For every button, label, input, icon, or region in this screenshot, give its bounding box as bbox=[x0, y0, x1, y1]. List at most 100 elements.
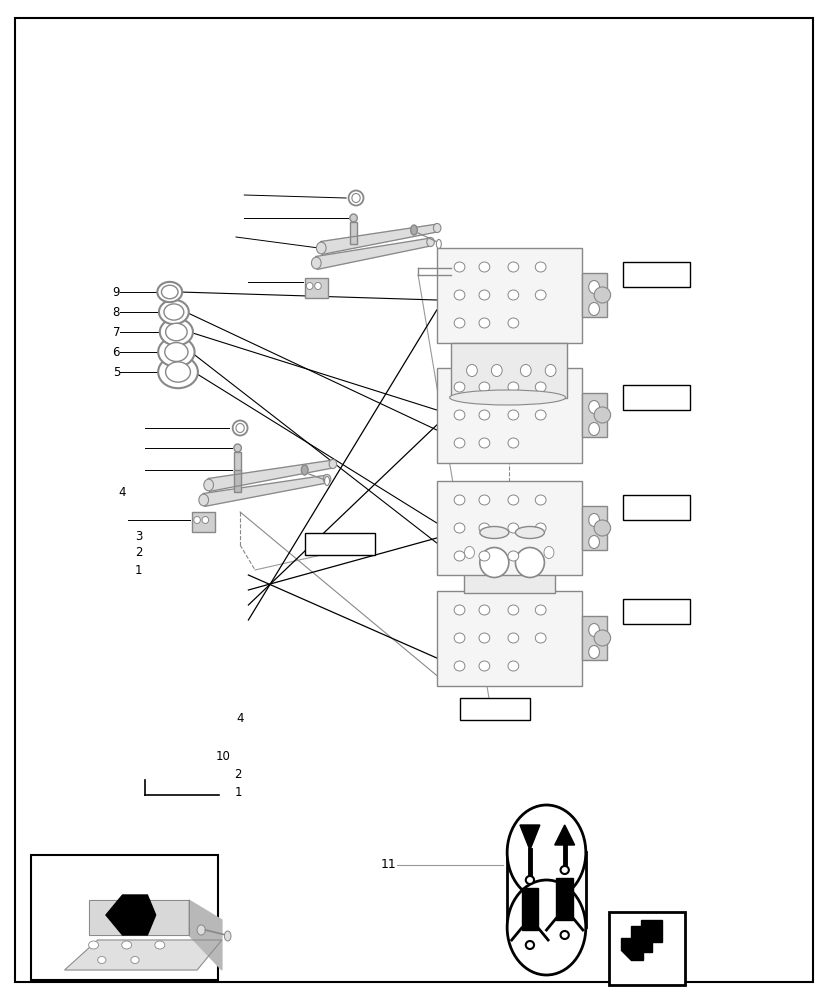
Bar bbox=[623, 495, 689, 520]
Ellipse shape bbox=[479, 548, 508, 578]
Ellipse shape bbox=[588, 536, 599, 548]
Ellipse shape bbox=[453, 495, 464, 505]
Ellipse shape bbox=[594, 407, 609, 423]
Bar bbox=[463, 530, 554, 592]
Bar bbox=[436, 247, 581, 342]
Ellipse shape bbox=[301, 465, 308, 475]
Text: 7: 7 bbox=[112, 326, 120, 338]
Ellipse shape bbox=[98, 956, 106, 963]
Ellipse shape bbox=[165, 343, 188, 361]
Ellipse shape bbox=[490, 365, 501, 377]
Bar bbox=[581, 393, 605, 437]
Ellipse shape bbox=[159, 300, 189, 324]
Ellipse shape bbox=[453, 410, 464, 420]
Text: 8: 8 bbox=[112, 306, 120, 318]
Ellipse shape bbox=[164, 304, 184, 320]
Ellipse shape bbox=[324, 477, 329, 486]
Ellipse shape bbox=[534, 495, 545, 505]
Ellipse shape bbox=[323, 474, 331, 484]
Ellipse shape bbox=[466, 365, 476, 377]
Ellipse shape bbox=[410, 225, 417, 235]
Ellipse shape bbox=[351, 194, 360, 202]
Ellipse shape bbox=[507, 551, 518, 561]
Text: 10: 10 bbox=[215, 750, 230, 764]
Text: 6: 6 bbox=[112, 346, 120, 359]
Ellipse shape bbox=[165, 323, 187, 341]
Ellipse shape bbox=[478, 438, 490, 448]
Ellipse shape bbox=[311, 257, 321, 269]
Ellipse shape bbox=[507, 382, 518, 392]
Text: 1.92.82/8: 1.92.82/8 bbox=[461, 705, 511, 715]
Bar bbox=[350, 222, 356, 244]
Text: 2: 2 bbox=[234, 768, 241, 781]
Ellipse shape bbox=[160, 318, 193, 346]
Ellipse shape bbox=[534, 290, 545, 300]
Ellipse shape bbox=[519, 365, 530, 377]
Ellipse shape bbox=[478, 551, 490, 561]
Ellipse shape bbox=[165, 362, 190, 382]
Ellipse shape bbox=[453, 551, 464, 561]
Bar bbox=[192, 512, 215, 532]
Ellipse shape bbox=[507, 633, 518, 643]
Bar bbox=[451, 342, 566, 397]
Ellipse shape bbox=[453, 633, 464, 643]
Ellipse shape bbox=[507, 661, 518, 671]
Ellipse shape bbox=[436, 239, 441, 248]
Ellipse shape bbox=[588, 624, 599, 637]
Ellipse shape bbox=[453, 290, 464, 300]
Text: PAG. 1: PAG. 1 bbox=[638, 607, 674, 617]
Text: PAG. 1: PAG. 1 bbox=[638, 393, 674, 403]
Ellipse shape bbox=[478, 523, 490, 533]
Bar bbox=[623, 385, 689, 410]
Ellipse shape bbox=[464, 546, 474, 558]
Bar bbox=[234, 470, 241, 492]
Ellipse shape bbox=[525, 941, 533, 949]
Ellipse shape bbox=[507, 290, 518, 300]
Polygon shape bbox=[106, 895, 155, 935]
Ellipse shape bbox=[203, 479, 213, 491]
Ellipse shape bbox=[534, 262, 545, 272]
Bar bbox=[506, 805, 586, 975]
Ellipse shape bbox=[158, 337, 194, 367]
Ellipse shape bbox=[202, 516, 208, 524]
Ellipse shape bbox=[594, 630, 609, 646]
Ellipse shape bbox=[453, 438, 464, 448]
Ellipse shape bbox=[348, 190, 363, 206]
Text: 4: 4 bbox=[118, 486, 126, 498]
Ellipse shape bbox=[449, 390, 565, 405]
Text: 1: 1 bbox=[234, 786, 241, 799]
Bar bbox=[623, 599, 689, 624]
Text: PAG. 1: PAG. 1 bbox=[638, 270, 674, 280]
Ellipse shape bbox=[588, 422, 599, 436]
Ellipse shape bbox=[426, 237, 434, 247]
Ellipse shape bbox=[157, 282, 182, 302]
Ellipse shape bbox=[478, 290, 490, 300]
Ellipse shape bbox=[453, 523, 464, 533]
Bar bbox=[581, 273, 605, 317]
Ellipse shape bbox=[197, 925, 205, 935]
Polygon shape bbox=[620, 920, 662, 960]
Ellipse shape bbox=[478, 410, 490, 420]
Ellipse shape bbox=[316, 242, 326, 254]
Ellipse shape bbox=[453, 318, 464, 328]
Ellipse shape bbox=[507, 318, 518, 328]
Ellipse shape bbox=[594, 520, 609, 536]
Ellipse shape bbox=[328, 459, 337, 469]
Ellipse shape bbox=[131, 956, 139, 963]
Ellipse shape bbox=[588, 280, 599, 294]
Polygon shape bbox=[65, 940, 222, 970]
Bar bbox=[234, 452, 241, 474]
Bar bbox=[31, 855, 218, 980]
Polygon shape bbox=[189, 900, 222, 970]
Ellipse shape bbox=[478, 262, 490, 272]
Text: PAG. 1: PAG. 1 bbox=[638, 503, 674, 513]
Ellipse shape bbox=[478, 605, 490, 615]
Ellipse shape bbox=[594, 287, 609, 303]
Ellipse shape bbox=[588, 514, 599, 526]
Polygon shape bbox=[89, 900, 189, 935]
Ellipse shape bbox=[544, 365, 555, 377]
Ellipse shape bbox=[306, 282, 313, 290]
Ellipse shape bbox=[453, 605, 464, 615]
Ellipse shape bbox=[453, 382, 464, 392]
Polygon shape bbox=[320, 224, 437, 254]
